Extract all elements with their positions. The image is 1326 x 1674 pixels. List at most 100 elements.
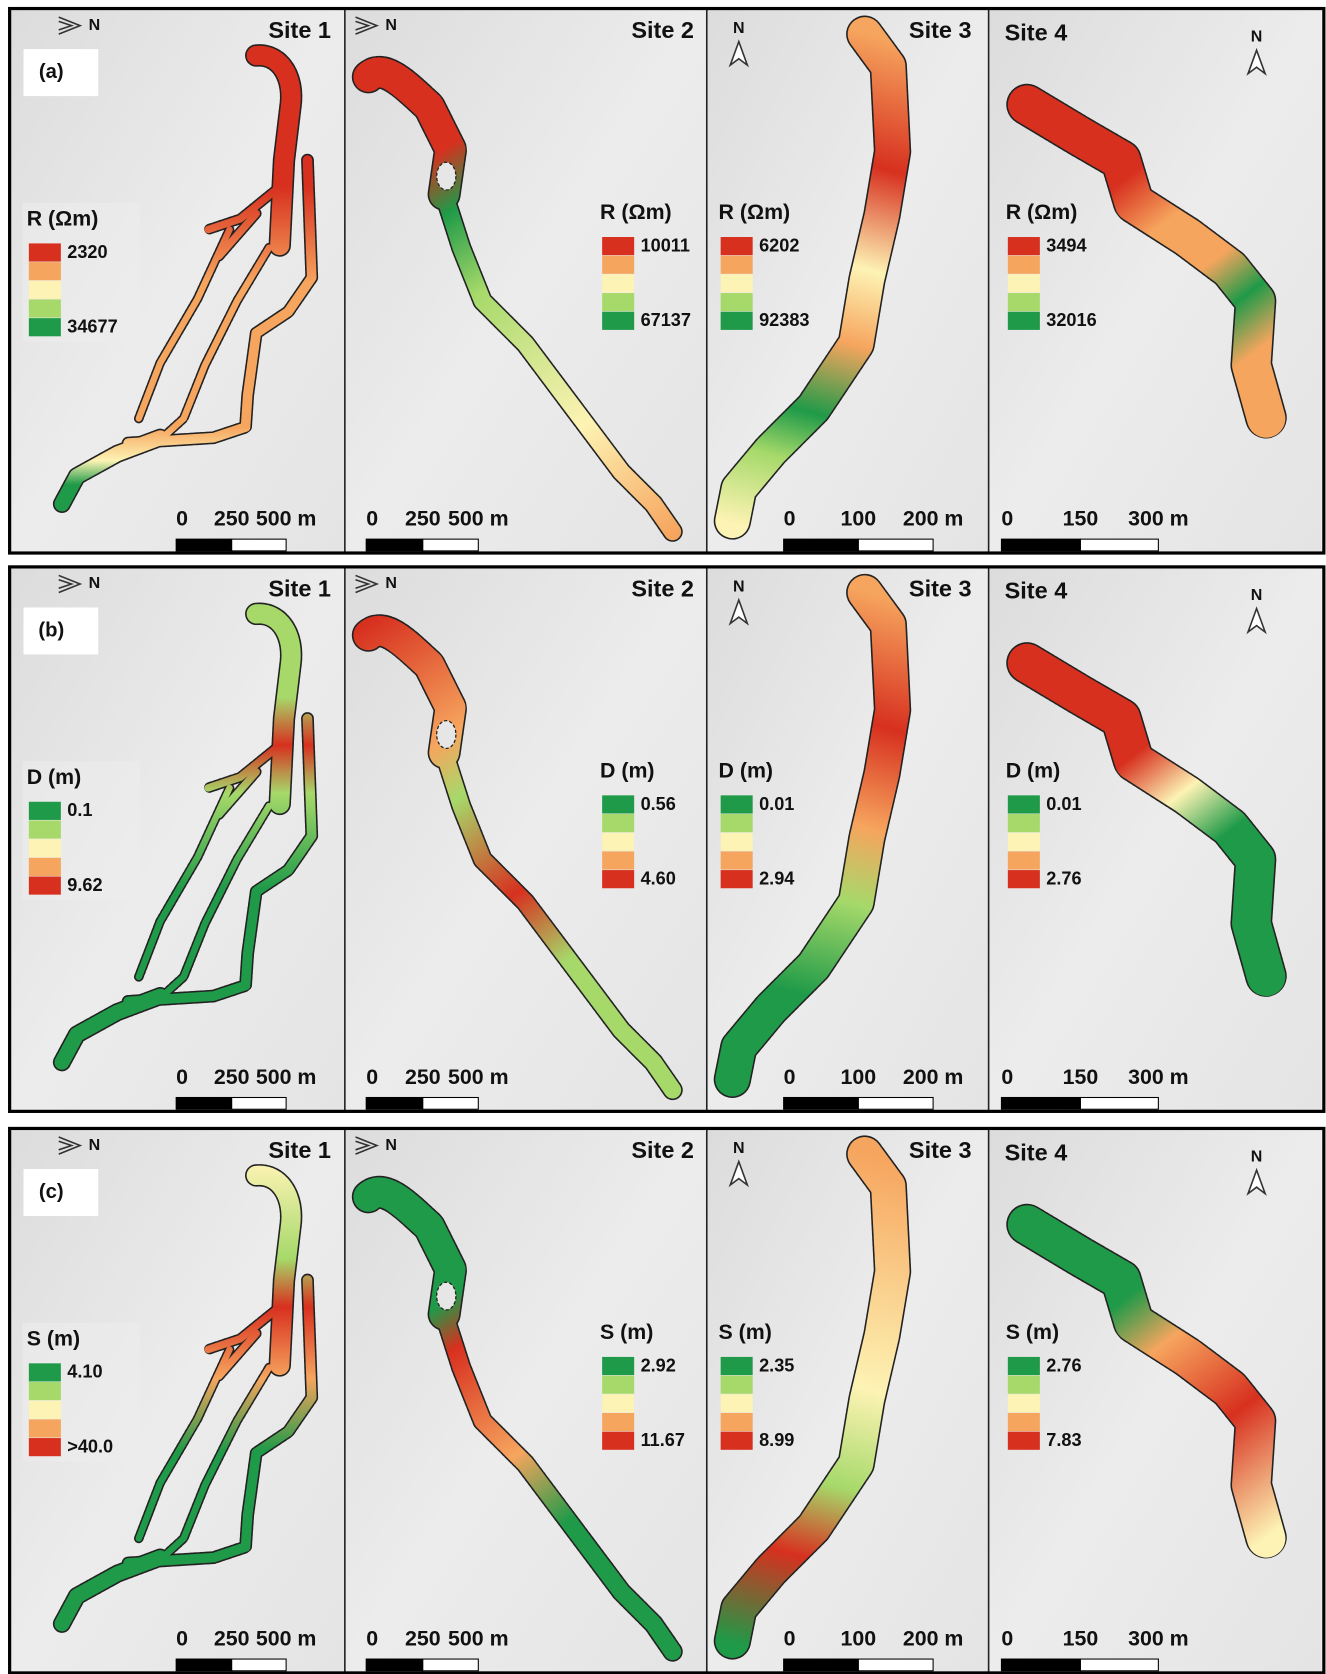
legend-swatch (602, 312, 634, 330)
scale-label: 300 m (1128, 1626, 1189, 1650)
scale-label: 500 m (448, 507, 509, 531)
legend-label: 6202 (759, 235, 799, 255)
legend-label: 7.83 (1046, 1430, 1081, 1450)
north-label: N (733, 20, 745, 37)
legend-label: 4.60 (641, 869, 676, 889)
scale-label: 250 (214, 507, 250, 531)
legend-swatch (1008, 1394, 1040, 1412)
site-title: Site 1 (268, 1137, 331, 1163)
scale-label: 0 (366, 507, 378, 531)
scale-bar-white (232, 1659, 286, 1671)
scale-bar-black (784, 1659, 859, 1671)
legend-label: 0.1 (67, 800, 92, 820)
legend-swatch (1008, 1376, 1040, 1394)
legend-swatch (721, 814, 753, 832)
legend-swatch (1008, 814, 1040, 832)
scale-label: 300 m (1128, 507, 1189, 531)
scale-bar-black (1001, 1659, 1080, 1671)
legend-swatch (29, 262, 61, 280)
legend-swatch (602, 795, 634, 813)
legend-label: 0.01 (759, 794, 794, 814)
scale-bar-black (1001, 539, 1080, 551)
scale-label: 100 (841, 1065, 877, 1089)
legend-swatch (721, 1394, 753, 1412)
legend-label: 32016 (1046, 310, 1096, 330)
north-label: N (385, 1137, 397, 1154)
legend-swatch (1008, 237, 1040, 255)
scale-label: 100 (841, 1626, 877, 1650)
scale-bar-white (1080, 1659, 1158, 1671)
scale-bar-white (232, 1097, 286, 1109)
legend-label: 0.01 (1046, 794, 1081, 814)
legend-label: 8.99 (759, 1430, 794, 1450)
legend-swatch (1008, 833, 1040, 851)
legend-swatch (29, 802, 61, 820)
scale-label: 200 m (903, 1065, 964, 1089)
legend-label: 2.35 (759, 1355, 794, 1375)
legend-swatch (721, 795, 753, 813)
scale-label: 150 (1063, 1626, 1099, 1650)
scale-bar-white (423, 1659, 479, 1671)
legend-title: D (m) (719, 759, 774, 783)
scale-label: 0 (366, 1626, 378, 1650)
legend-label: 2.76 (1046, 1355, 1081, 1375)
panel-label: (b) (38, 619, 64, 641)
legend-swatch (602, 1413, 634, 1431)
legend-swatch (602, 1357, 634, 1375)
scale-label: 250 (405, 507, 441, 531)
scale-label: 0 (366, 1065, 378, 1089)
legend-swatch (1008, 256, 1040, 274)
legend-swatch (29, 281, 61, 299)
legend-swatch (721, 870, 753, 888)
legend-swatch (602, 237, 634, 255)
legend-swatch (29, 243, 61, 261)
scale-bar-black (366, 539, 423, 551)
scale-label: 0 (1001, 507, 1013, 531)
scale-bar-white (858, 1097, 933, 1109)
scale-label: 0 (784, 507, 796, 531)
legend-swatch (29, 318, 61, 336)
site-title: Site 3 (909, 576, 972, 602)
site-title: Site 3 (909, 17, 972, 43)
scale-bar-black (366, 1097, 423, 1109)
site-title: Site 4 (1005, 1139, 1068, 1165)
legend-swatch (29, 299, 61, 317)
legend-swatch (721, 1376, 753, 1394)
legend-swatch (602, 851, 634, 869)
scale-label: 100 (841, 507, 877, 531)
legend-swatch (1008, 1357, 1040, 1375)
legend-swatch (29, 858, 61, 876)
scale-bar-black (1001, 1097, 1080, 1109)
legend-title: D (m) (1006, 759, 1061, 783)
legend-swatch (1008, 1432, 1040, 1450)
legend-label: 4.10 (67, 1362, 102, 1382)
north-label: N (733, 1140, 745, 1157)
legend-swatch (1008, 851, 1040, 869)
scale-bar-white (423, 1097, 479, 1109)
north-label: N (89, 17, 101, 34)
scale-label: 150 (1063, 507, 1099, 531)
legend-swatch (602, 833, 634, 851)
legend-swatch (602, 293, 634, 311)
scale-bar-black (176, 1659, 232, 1671)
scale-label: 0 (176, 1065, 188, 1089)
legend-swatch (29, 877, 61, 895)
legend-swatch (721, 274, 753, 292)
legend-swatch (602, 1432, 634, 1450)
legend-title: R (Ωm) (600, 200, 672, 224)
scale-label: 0 (176, 507, 188, 531)
north-label: N (89, 1137, 101, 1154)
legend-swatch (1008, 1413, 1040, 1431)
site-title: Site 3 (909, 1137, 972, 1163)
legend-title: S (m) (27, 1326, 80, 1350)
panel-label: (c) (39, 1181, 64, 1203)
scale-bar-black (784, 1097, 859, 1109)
legend-swatch (721, 851, 753, 869)
legend-swatch (1008, 293, 1040, 311)
legend-swatch (721, 833, 753, 851)
north-label: N (385, 575, 397, 592)
legend-swatch (29, 839, 61, 857)
legend-label: 2320 (67, 242, 107, 262)
